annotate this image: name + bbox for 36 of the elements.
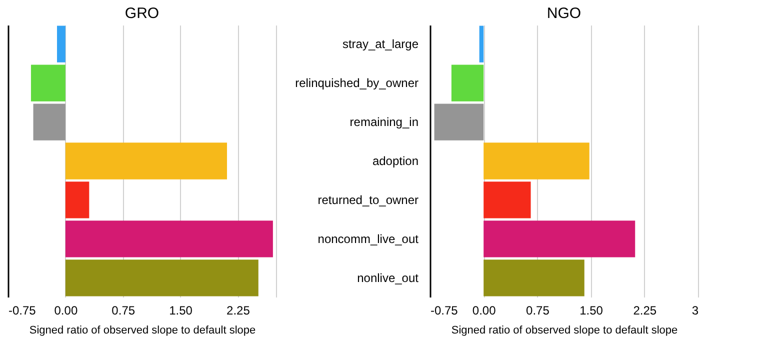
bar (65, 182, 90, 218)
chart-title: GRO (124, 5, 160, 22)
y-tick-label: adoption (372, 154, 418, 168)
bar (57, 26, 66, 62)
x-tick-label: 3 (692, 304, 699, 318)
y-tick-label: noncomm_live_out (318, 232, 420, 246)
bar (484, 220, 636, 258)
bar (484, 260, 584, 296)
x-axis-title: Signed ratio of observed slope to default slope (451, 324, 678, 336)
x-tick-label: 0.75 (526, 304, 550, 318)
x-tick-label: -0.75 (8, 304, 36, 318)
bar (451, 64, 484, 102)
y-tick-label: nonlive_out (357, 270, 420, 285)
x-tick-label: 0.00 (472, 304, 496, 318)
x-tick-label: 1.50 (580, 304, 604, 318)
y-tick-label: remaining_in (350, 115, 418, 130)
bar (33, 104, 66, 140)
bar (484, 142, 590, 180)
x-tick-label: -0.75 (430, 304, 458, 318)
x-tick-label: 2.25 (226, 304, 250, 318)
x-tick-label: 0.00 (54, 304, 78, 318)
y-tick-label: stray_at_large (342, 37, 419, 52)
bar (484, 182, 531, 218)
y-tick-label: returned_to_owner (318, 192, 419, 207)
chart-title: NGO (546, 5, 582, 22)
bar (65, 260, 258, 296)
x-axis-title: Signed ratio of observed slope to default slope (29, 324, 256, 336)
y-tick-label: relinquished_by_owner (295, 76, 418, 90)
bar (65, 220, 273, 258)
bar (434, 104, 484, 140)
bar (479, 26, 484, 62)
x-tick-label: 0.75 (112, 304, 136, 318)
bar (65, 142, 227, 180)
x-tick-label: 1.50 (169, 304, 193, 318)
bar (30, 64, 66, 102)
x-tick-label: 2.25 (633, 304, 657, 318)
